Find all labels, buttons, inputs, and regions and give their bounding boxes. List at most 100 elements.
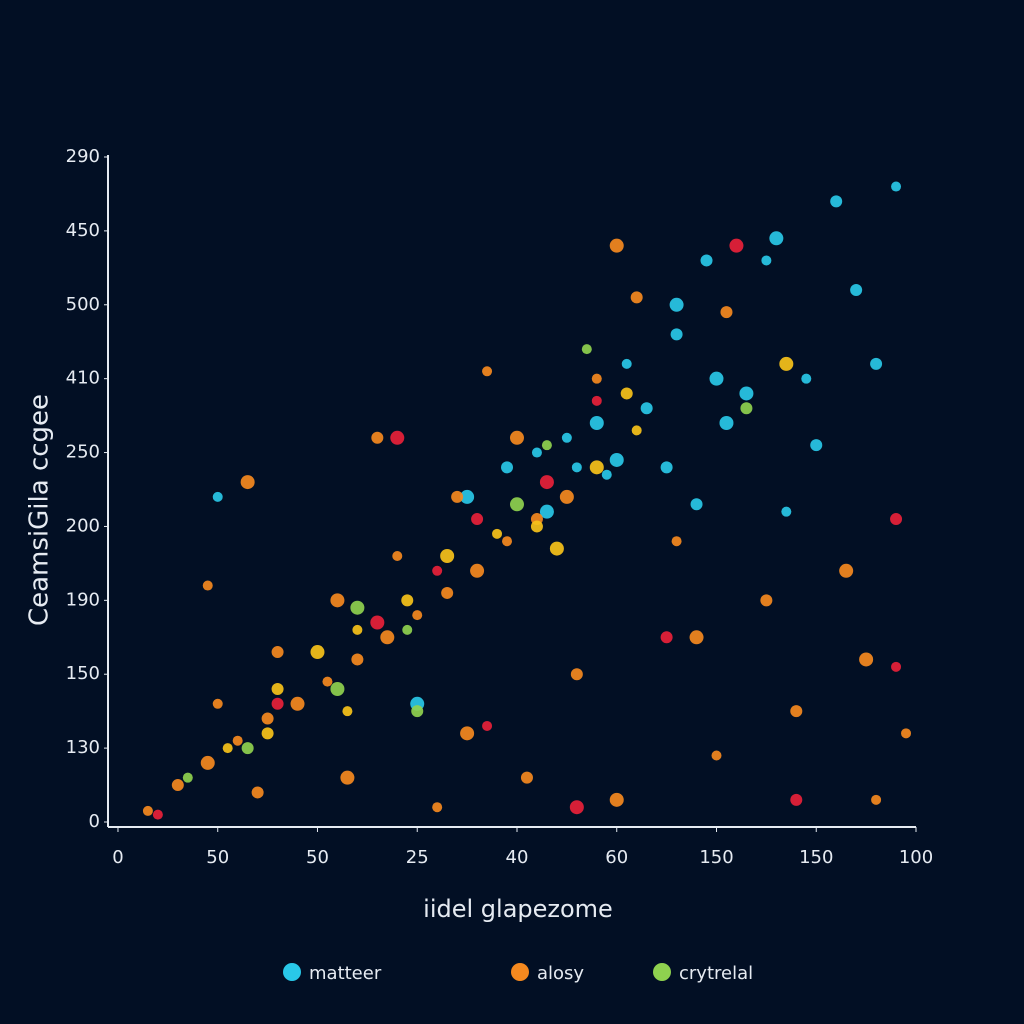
point: [200, 755, 215, 770]
point: [261, 727, 274, 740]
point: [790, 705, 803, 718]
point: [182, 772, 193, 783]
point: [719, 416, 734, 430]
legend-marker: [283, 963, 301, 981]
point: [669, 297, 684, 312]
point: [340, 770, 355, 785]
point: [740, 402, 753, 415]
point: [609, 238, 624, 253]
point: [352, 624, 363, 635]
point: [222, 743, 233, 754]
point: [570, 668, 583, 681]
point: [571, 462, 582, 473]
point: [769, 231, 784, 246]
point: [342, 706, 353, 717]
point: [432, 802, 443, 813]
point: [810, 439, 823, 452]
point: [781, 506, 792, 517]
point: [609, 452, 624, 467]
point: [412, 610, 423, 621]
point: [601, 469, 612, 480]
y-axis-title: CeamsiGila ccgee: [25, 394, 55, 626]
point: [630, 291, 643, 304]
point: [561, 432, 572, 443]
point: [891, 181, 902, 192]
point: [541, 440, 552, 451]
point: [711, 750, 722, 761]
point: [569, 800, 584, 815]
point: [251, 786, 264, 799]
point: [670, 328, 683, 341]
point: [790, 793, 803, 806]
point: [471, 513, 484, 526]
point: [370, 615, 385, 630]
point: [660, 461, 673, 474]
y-tick-label: 450: [66, 220, 100, 241]
point: [720, 306, 733, 319]
point: [482, 720, 493, 731]
point: [581, 344, 592, 355]
point: [470, 563, 485, 578]
point: [760, 594, 773, 607]
point: [830, 195, 843, 208]
point: [689, 630, 704, 645]
point: [850, 284, 863, 296]
x-tick-label: 25: [406, 847, 429, 868]
point: [801, 373, 812, 384]
legend-label: crytrelal: [679, 963, 753, 984]
point: [709, 371, 724, 386]
point: [390, 430, 405, 445]
legend-label: matteer: [309, 963, 382, 984]
point: [509, 430, 524, 445]
point: [609, 792, 624, 807]
point: [559, 489, 574, 504]
point: [402, 624, 413, 635]
point: [591, 395, 602, 406]
point: [440, 549, 455, 563]
point: [171, 779, 184, 792]
point: [371, 431, 384, 444]
legend-label: alosy: [537, 963, 584, 984]
point: [441, 586, 454, 599]
point: [859, 652, 874, 667]
y-tick-label: 190: [66, 589, 100, 610]
point: [380, 630, 395, 645]
y-tick-label: 500: [66, 294, 100, 315]
point: [729, 238, 744, 253]
point: [232, 735, 243, 746]
point: [509, 497, 524, 512]
x-tick-label: 0: [112, 847, 123, 868]
x-axis-title: iidel glapezome: [423, 895, 613, 923]
point: [700, 254, 713, 267]
point: [241, 742, 254, 755]
point: [392, 551, 403, 561]
y-tick-label: 130: [66, 737, 100, 758]
point: [492, 528, 503, 539]
point: [142, 805, 153, 816]
point: [212, 491, 223, 502]
point: [640, 402, 653, 415]
point: [212, 698, 223, 709]
point: [631, 425, 642, 436]
point: [520, 771, 533, 784]
y-tick-label: 250: [66, 442, 100, 463]
point: [202, 580, 213, 591]
y-tick-label: 200: [66, 515, 100, 536]
x-tick-label: 150: [799, 847, 833, 868]
point: [460, 726, 475, 741]
point: [530, 520, 543, 533]
point: [310, 645, 325, 660]
point: [539, 475, 554, 490]
point: [411, 705, 424, 718]
point: [549, 541, 564, 556]
legend-marker: [653, 963, 671, 981]
point: [290, 696, 305, 711]
point: [539, 504, 554, 519]
point: [739, 386, 754, 401]
point: [152, 809, 163, 820]
point: [901, 728, 912, 739]
x-tick-label: 150: [699, 847, 733, 868]
point: [432, 565, 443, 576]
x-tick-label: 50: [306, 847, 329, 868]
point: [871, 794, 882, 805]
